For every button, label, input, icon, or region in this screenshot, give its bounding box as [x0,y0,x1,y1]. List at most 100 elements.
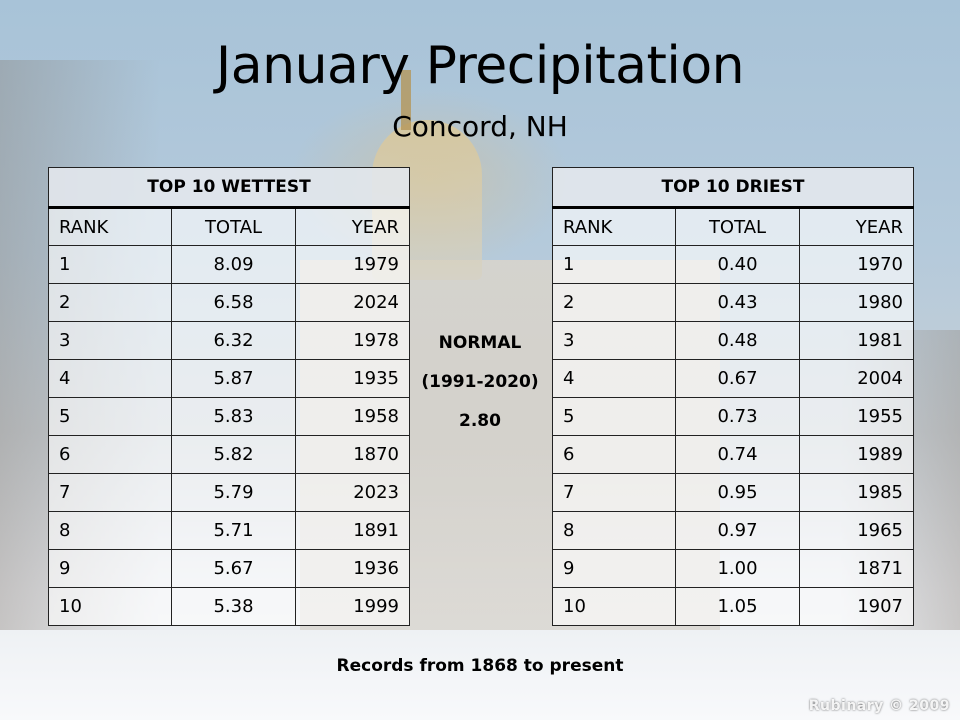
table-row: 3 6.32 1978 [48,321,410,360]
rank-cell: 10 [552,587,676,626]
normal-label: NORMAL [438,333,522,353]
table-row: 9 5.67 1936 [48,549,410,588]
table-row: 4 0.67 2004 [552,359,914,398]
table-row: 10 5.38 1999 [48,587,410,626]
records-note: Records from 1868 to present [336,656,624,676]
driest-header-row: RANK TOTAL YEAR [552,207,914,246]
rank-cell: 7 [552,473,676,512]
wettest-caption: TOP 10 WETTEST [48,167,410,209]
rank-cell: 5 [552,397,676,436]
rank-cell: 7 [48,473,172,512]
dome-spire [401,70,411,130]
total-cell: 5.82 [171,435,296,474]
total-cell: 0.95 [675,473,800,512]
year-cell: 1958 [295,397,410,436]
table-row: 7 0.95 1985 [552,473,914,512]
rank-cell: 6 [552,435,676,474]
year-cell: 1935 [295,359,410,398]
column-header-total: TOTAL [675,207,800,246]
year-cell: 1985 [799,473,914,512]
column-header-year: YEAR [799,207,914,246]
rank-cell: 5 [48,397,172,436]
total-cell: 5.38 [171,587,296,626]
year-cell: 1989 [799,435,914,474]
table-row: 10 1.05 1907 [552,587,914,626]
column-header-rank: RANK [48,207,172,246]
wettest-header-row: RANK TOTAL YEAR [48,207,410,246]
table-row: 2 0.43 1980 [552,283,914,322]
total-cell: 0.48 [675,321,800,360]
total-cell: 6.32 [171,321,296,360]
total-cell: 5.83 [171,397,296,436]
year-cell: 1965 [799,511,914,550]
wettest-rows: 1 8.09 1979 2 6.58 2024 3 6.32 1978 4 5.87 1935 5 5.8… [48,245,410,626]
rank-cell: 10 [48,587,172,626]
table-row: 5 0.73 1955 [552,397,914,436]
total-cell: 1.00 [675,549,800,588]
year-cell: 1936 [295,549,410,588]
table-row: 3 0.48 1981 [552,321,914,360]
year-cell: 2023 [295,473,410,512]
year-cell: 1970 [799,245,914,284]
driest-table: TOP 10 DRIEST RANK TOTAL YEAR 1 0.40 1970 2… [552,167,914,626]
total-cell: 0.97 [675,511,800,550]
table-row: 1 8.09 1979 [48,245,410,284]
wettest-table: TOP 10 WETTEST RANK TOTAL YEAR 1 8.09 1979… [48,167,410,626]
year-cell: 1955 [799,397,914,436]
table-row: 8 0.97 1965 [552,511,914,550]
total-cell: 5.67 [171,549,296,588]
year-cell: 1999 [295,587,410,626]
table-row: 9 1.00 1871 [552,549,914,588]
driest-rows: 1 0.40 1970 2 0.43 1980 3 0.48 1981 4 0.67 2004 5 0.7… [552,245,914,626]
rank-cell: 1 [552,245,676,284]
snow-ground [0,630,960,720]
rank-cell: 4 [552,359,676,398]
rank-cell: 2 [552,283,676,322]
column-header-total: TOTAL [171,207,296,246]
total-cell: 5.87 [171,359,296,398]
normal-value: 2.80 [459,411,501,431]
total-cell: 0.73 [675,397,800,436]
year-cell: 1979 [295,245,410,284]
column-header-rank: RANK [552,207,676,246]
table-row: 6 0.74 1989 [552,435,914,474]
table-row: 5 5.83 1958 [48,397,410,436]
rank-cell: 3 [48,321,172,360]
table-row: 6 5.82 1870 [48,435,410,474]
year-cell: 1891 [295,511,410,550]
total-cell: 6.58 [171,283,296,322]
total-cell: 0.74 [675,435,800,474]
year-cell: 1981 [799,321,914,360]
year-cell: 1871 [799,549,914,588]
year-cell: 1907 [799,587,914,626]
total-cell: 0.67 [675,359,800,398]
slide-title: January Precipitation [215,36,745,96]
photo-watermark: Rubinary © 2009 [808,698,950,714]
table-row: 7 5.79 2023 [48,473,410,512]
year-cell: 2004 [799,359,914,398]
table-row: 1 0.40 1970 [552,245,914,284]
driest-caption: TOP 10 DRIEST [552,167,914,209]
rank-cell: 2 [48,283,172,322]
rank-cell: 9 [552,549,676,588]
year-cell: 1980 [799,283,914,322]
total-cell: 5.79 [171,473,296,512]
total-cell: 8.09 [171,245,296,284]
year-cell: 1978 [295,321,410,360]
total-cell: 5.71 [171,511,296,550]
rank-cell: 4 [48,359,172,398]
rank-cell: 3 [552,321,676,360]
table-row: 8 5.71 1891 [48,511,410,550]
rank-cell: 1 [48,245,172,284]
year-cell: 2024 [295,283,410,322]
table-row: 4 5.87 1935 [48,359,410,398]
year-cell: 1870 [295,435,410,474]
table-row: 2 6.58 2024 [48,283,410,322]
column-header-year: YEAR [295,207,410,246]
rank-cell: 6 [48,435,172,474]
rank-cell: 8 [48,511,172,550]
rank-cell: 9 [48,549,172,588]
total-cell: 0.40 [675,245,800,284]
slide-subtitle: Concord, NH [392,110,568,143]
normal-period: (1991-2020) [421,372,539,392]
